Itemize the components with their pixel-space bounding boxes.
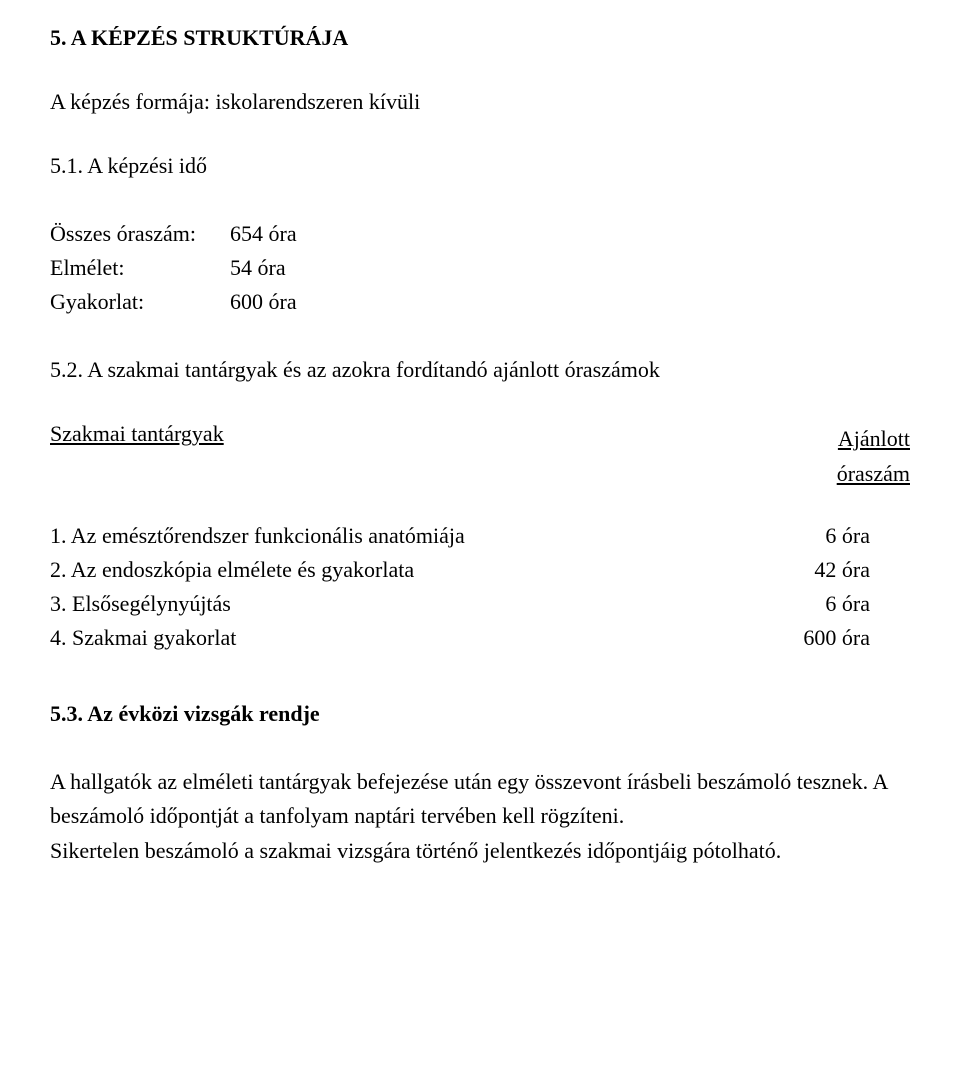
table-row: Gyakorlat: 600 óra [50, 285, 305, 319]
subject-list: 1. Az emésztőrendszer funkcionális anató… [50, 519, 910, 655]
subj-label: 4. Szakmai gyakorlat [50, 625, 790, 651]
time-label: Elmélet: [50, 251, 230, 285]
subj-label: 3. Elsősegélynyújtás [50, 591, 790, 617]
time-label: Gyakorlat: [50, 285, 230, 319]
body-p3: Sikertelen beszámoló a szakmai vizsgára … [50, 838, 781, 863]
subject-header-right-line1: Ajánlott [838, 426, 910, 451]
list-item: 1. Az emésztőrendszer funkcionális anató… [50, 519, 910, 553]
time-label: Összes óraszám: [50, 217, 230, 251]
list-item: 2. Az endoszkópia elmélete és gyakorlata… [50, 553, 910, 587]
time-value: 600 óra [230, 285, 305, 319]
body-paragraphs: A hallgatók az elméleti tantárgyak befej… [50, 765, 910, 867]
subsection-5-1: 5.1. A képzési idő [50, 153, 910, 179]
form-line: A képzés formája: iskolarendszeren kívül… [50, 89, 910, 115]
table-row: Elmélet: 54 óra [50, 251, 305, 285]
subj-value: 600 óra [790, 625, 910, 651]
time-value: 654 óra [230, 217, 305, 251]
table-row: Összes óraszám: 654 óra [50, 217, 305, 251]
subject-header-right-line2: óraszám [837, 461, 910, 486]
time-table: Összes óraszám: 654 óra Elmélet: 54 óra … [50, 217, 305, 319]
section-title: 5. A KÉPZÉS STRUKTÚRÁJA [50, 25, 910, 51]
subject-header-right: Ajánlott óraszám [837, 421, 910, 491]
list-item: 3. Elsősegélynyújtás 6 óra [50, 587, 910, 621]
subsection-5-2: 5.2. A szakmai tantárgyak és az azokra f… [50, 357, 910, 383]
body-p1: A hallgatók az elméleti tantárgyak befej… [50, 769, 868, 794]
subj-label: 2. Az endoszkópia elmélete és gyakorlata [50, 557, 790, 583]
subj-value: 42 óra [790, 557, 910, 583]
subj-value: 6 óra [790, 591, 910, 617]
subject-header: Szakmai tantárgyak Ajánlott óraszám [50, 421, 910, 491]
subject-header-left: Szakmai tantárgyak [50, 421, 224, 491]
list-item: 4. Szakmai gyakorlat 600 óra [50, 621, 910, 655]
subj-label: 1. Az emésztőrendszer funkcionális anató… [50, 523, 790, 549]
subsection-5-3: 5.3. Az évközi vizsgák rendje [50, 701, 910, 727]
subj-value: 6 óra [790, 523, 910, 549]
time-value: 54 óra [230, 251, 305, 285]
